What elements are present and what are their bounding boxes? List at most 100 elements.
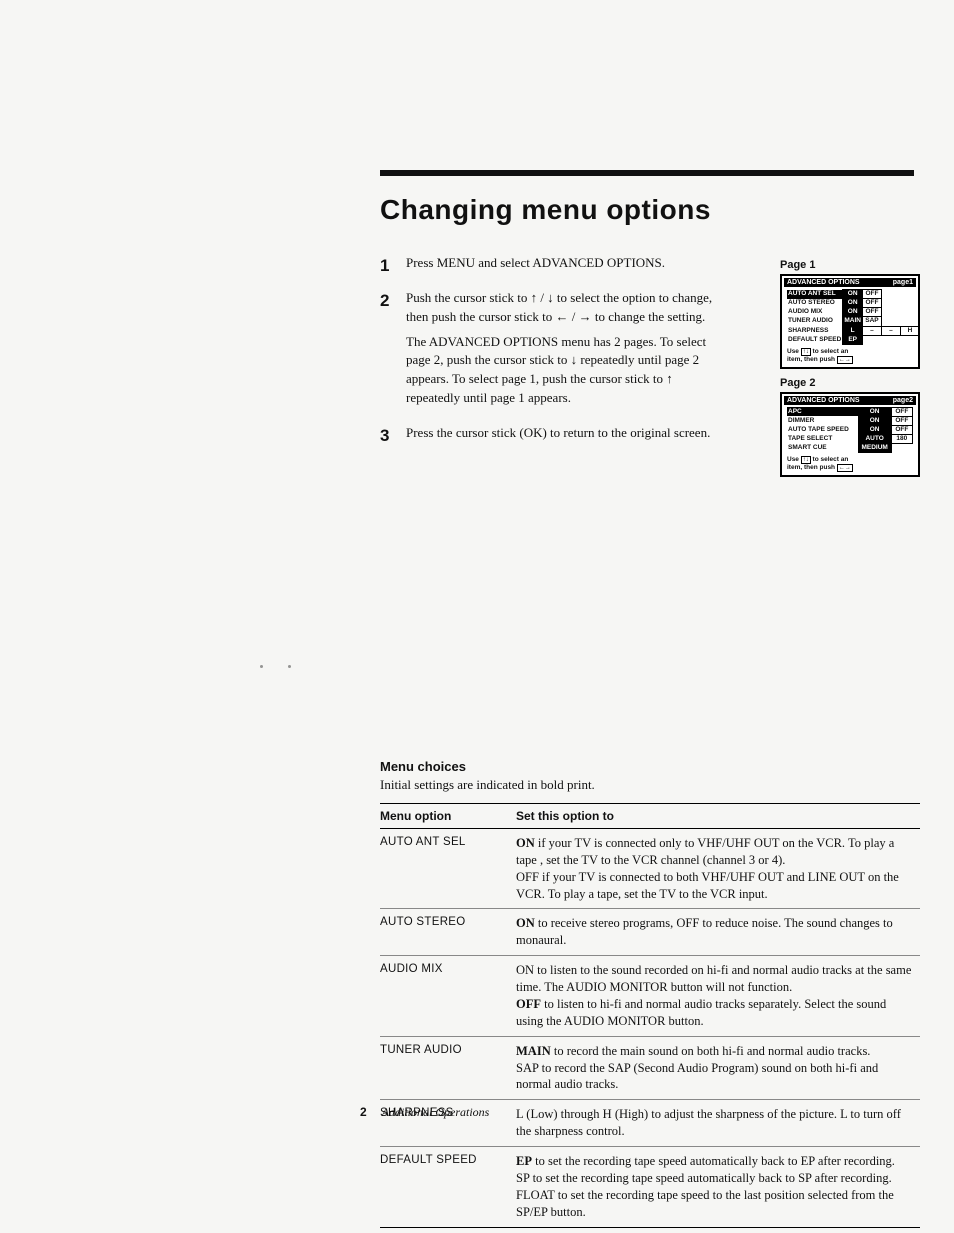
- menu-option-description: ON to receive stereo programs, OFF to re…: [516, 909, 920, 956]
- osd-column: Page 1 ADVANCED OPTIONS page1 AUTO ANT S…: [780, 259, 920, 485]
- osd-row-value: OFF: [862, 299, 881, 308]
- osd-row-value: MAIN: [843, 317, 863, 326]
- osd-row: AUTO TAPE SPEEDONOFF: [787, 426, 913, 435]
- table-row: AUTO STEREOON to receive stereo programs…: [380, 909, 920, 956]
- page-footer: 2 Additional Operations: [360, 1105, 489, 1120]
- table-row: AUTO ANT SELON if your TV is connected o…: [380, 828, 920, 909]
- osd-hint: Use ↑↓ Use ↑↓ to select anto select an i…: [784, 346, 916, 365]
- osd-row: SHARPNESSL––H: [787, 326, 919, 335]
- osd-row-value: 180: [891, 435, 912, 444]
- step: 2 Push the cursor stick to ↑ / ↓ to sele…: [380, 289, 725, 414]
- menu-option-description: ON if your TV is connected only to VHF/U…: [516, 828, 920, 909]
- osd-row-value: ON: [843, 299, 863, 308]
- osd-row-value: H: [900, 326, 919, 335]
- menu-option-name: TUNER AUDIO: [380, 1036, 516, 1100]
- artifact-speck: [260, 665, 263, 668]
- osd-row-label: SHARPNESS: [787, 326, 843, 335]
- osd-body: APCONOFFDIMMERONOFFAUTO TAPE SPEEDONOFFT…: [784, 405, 916, 455]
- table-row: TUNER AUDIOMAIN to record the main sound…: [380, 1036, 920, 1100]
- osd-header-page: page1: [893, 279, 913, 286]
- menu-choices-section: Menu choices Initial settings are indica…: [380, 759, 920, 1228]
- osd-row: AUDIO MIXONOFF: [787, 308, 919, 317]
- step-body: Push the cursor stick to ↑ / ↓ to select…: [406, 289, 725, 414]
- step-number: 3: [380, 424, 406, 449]
- osd-table: APCONOFFDIMMERONOFFAUTO TAPE SPEEDONOFFT…: [787, 407, 913, 454]
- updown-icon: ↑↓: [801, 348, 811, 356]
- osd-header-page: page2: [893, 397, 913, 404]
- osd-row-label: DIMMER: [787, 416, 858, 425]
- step-number: 2: [380, 289, 406, 414]
- osd-screenshot-page2: ADVANCED OPTIONS page2 APCONOFFDIMMERONO…: [780, 392, 920, 478]
- osd-row: APCONOFF: [787, 407, 913, 416]
- osd-row: DEFAULT SPEEDEP: [787, 335, 919, 344]
- osd-row-value: ON: [858, 426, 891, 435]
- osd-row: AUTO STEREOONOFF: [787, 299, 919, 308]
- osd-header-title: ADVANCED OPTIONS: [787, 279, 860, 286]
- osd-header: ADVANCED OPTIONS page1: [784, 278, 916, 287]
- osd-row-label: APC: [787, 407, 858, 416]
- leftright-icon: ←→: [837, 464, 853, 472]
- osd-body: AUTO ANT SELONOFFAUTO STEREOONOFFAUDIO M…: [784, 287, 916, 346]
- osd-row-value: OFF: [891, 407, 912, 416]
- menu-option-description: MAIN to record the main sound on both hi…: [516, 1036, 920, 1100]
- step: 3 Press the cursor stick (OK) to return …: [380, 424, 725, 449]
- osd-row-value: OFF: [891, 416, 912, 425]
- osd-row-value: OFF: [862, 290, 881, 299]
- menu-option-description: ON to listen to the sound recorded on hi…: [516, 956, 920, 1037]
- steps-list: 1 Press MENU and select ADVANCED OPTIONS…: [380, 254, 725, 449]
- table-row: AUDIO MIXON to listen to the sound recor…: [380, 956, 920, 1037]
- menu-choices-subtext: Initial settings are indicated in bold p…: [380, 777, 920, 793]
- osd-label: Page 1: [780, 259, 920, 271]
- osd-row-value: ON: [843, 290, 863, 299]
- col-header-option: Menu option: [380, 803, 516, 828]
- step-text: Press MENU and select ADVANCED OPTIONS.: [406, 254, 725, 273]
- osd-header: ADVANCED OPTIONS page2: [784, 396, 916, 405]
- osd-row-value: ON: [858, 416, 891, 425]
- menu-option-name: AUTO ANT SEL: [380, 828, 516, 909]
- top-rule: [380, 170, 914, 176]
- step-body: Press the cursor stick (OK) to return to…: [406, 424, 725, 449]
- osd-row-label: AUDIO MIX: [787, 308, 843, 317]
- leftright-icon: ←→: [837, 356, 853, 364]
- osd-row: DIMMERONOFF: [787, 416, 913, 425]
- osd-row-label: SMART CUE: [787, 444, 858, 453]
- step-text: Press the cursor stick (OK) to return to…: [406, 424, 725, 443]
- osd-row: TAPE SELECTAUTO180: [787, 435, 913, 444]
- osd-row-label: DEFAULT SPEED: [787, 335, 843, 344]
- artifact-speck: [288, 665, 291, 668]
- step-body: Press MENU and select ADVANCED OPTIONS.: [406, 254, 725, 279]
- menu-choices-heading: Menu choices: [380, 759, 920, 774]
- osd-row-value: L: [843, 326, 863, 335]
- osd-row-label: AUTO STEREO: [787, 299, 843, 308]
- col-header-setto: Set this option to: [516, 803, 920, 828]
- osd-row-value: ON: [858, 407, 891, 416]
- osd-row: SMART CUEMEDIUM: [787, 444, 913, 453]
- menu-option-name: DEFAULT SPEED: [380, 1147, 516, 1228]
- menu-option-name: AUTO STEREO: [380, 909, 516, 956]
- osd-row-value: OFF: [862, 308, 881, 317]
- osd-header-title: ADVANCED OPTIONS: [787, 397, 860, 404]
- osd-row: TUNER AUDIOMAINSAP: [787, 317, 919, 326]
- table-header-row: Menu option Set this option to: [380, 803, 920, 828]
- footer-page-number: 2: [360, 1105, 367, 1119]
- osd-row-label: TAPE SELECT: [787, 435, 858, 444]
- manual-page: Changing menu options 1 Press MENU and s…: [0, 0, 954, 1233]
- osd-row-value: AUTO: [858, 435, 891, 444]
- page-title: Changing menu options: [380, 194, 914, 226]
- osd-row-value: –: [881, 326, 900, 335]
- osd-row-value: OFF: [891, 426, 912, 435]
- osd-row-value: –: [862, 326, 881, 335]
- osd-row: AUTO ANT SELONOFF: [787, 290, 919, 299]
- osd-screenshot-page1: ADVANCED OPTIONS page1 AUTO ANT SELONOFF…: [780, 274, 920, 369]
- osd-row-label: TUNER AUDIO: [787, 317, 843, 326]
- osd-row-value: EP: [843, 335, 863, 344]
- steps-and-osd-row: 1 Press MENU and select ADVANCED OPTIONS…: [380, 254, 914, 449]
- osd-row-value: ON: [843, 308, 863, 317]
- menu-options-table: Menu option Set this option to AUTO ANT …: [380, 803, 920, 1228]
- osd-hint: Use ↑↓ to select an item, then push ←→: [784, 454, 916, 473]
- table-row: DEFAULT SPEEDEP to set the recording tap…: [380, 1147, 920, 1228]
- osd-row-label: AUTO ANT SEL: [787, 290, 843, 299]
- osd-row-value: SAP: [862, 317, 881, 326]
- updown-icon: ↑↓: [801, 456, 811, 464]
- content-column: Changing menu options 1 Press MENU and s…: [380, 170, 914, 1228]
